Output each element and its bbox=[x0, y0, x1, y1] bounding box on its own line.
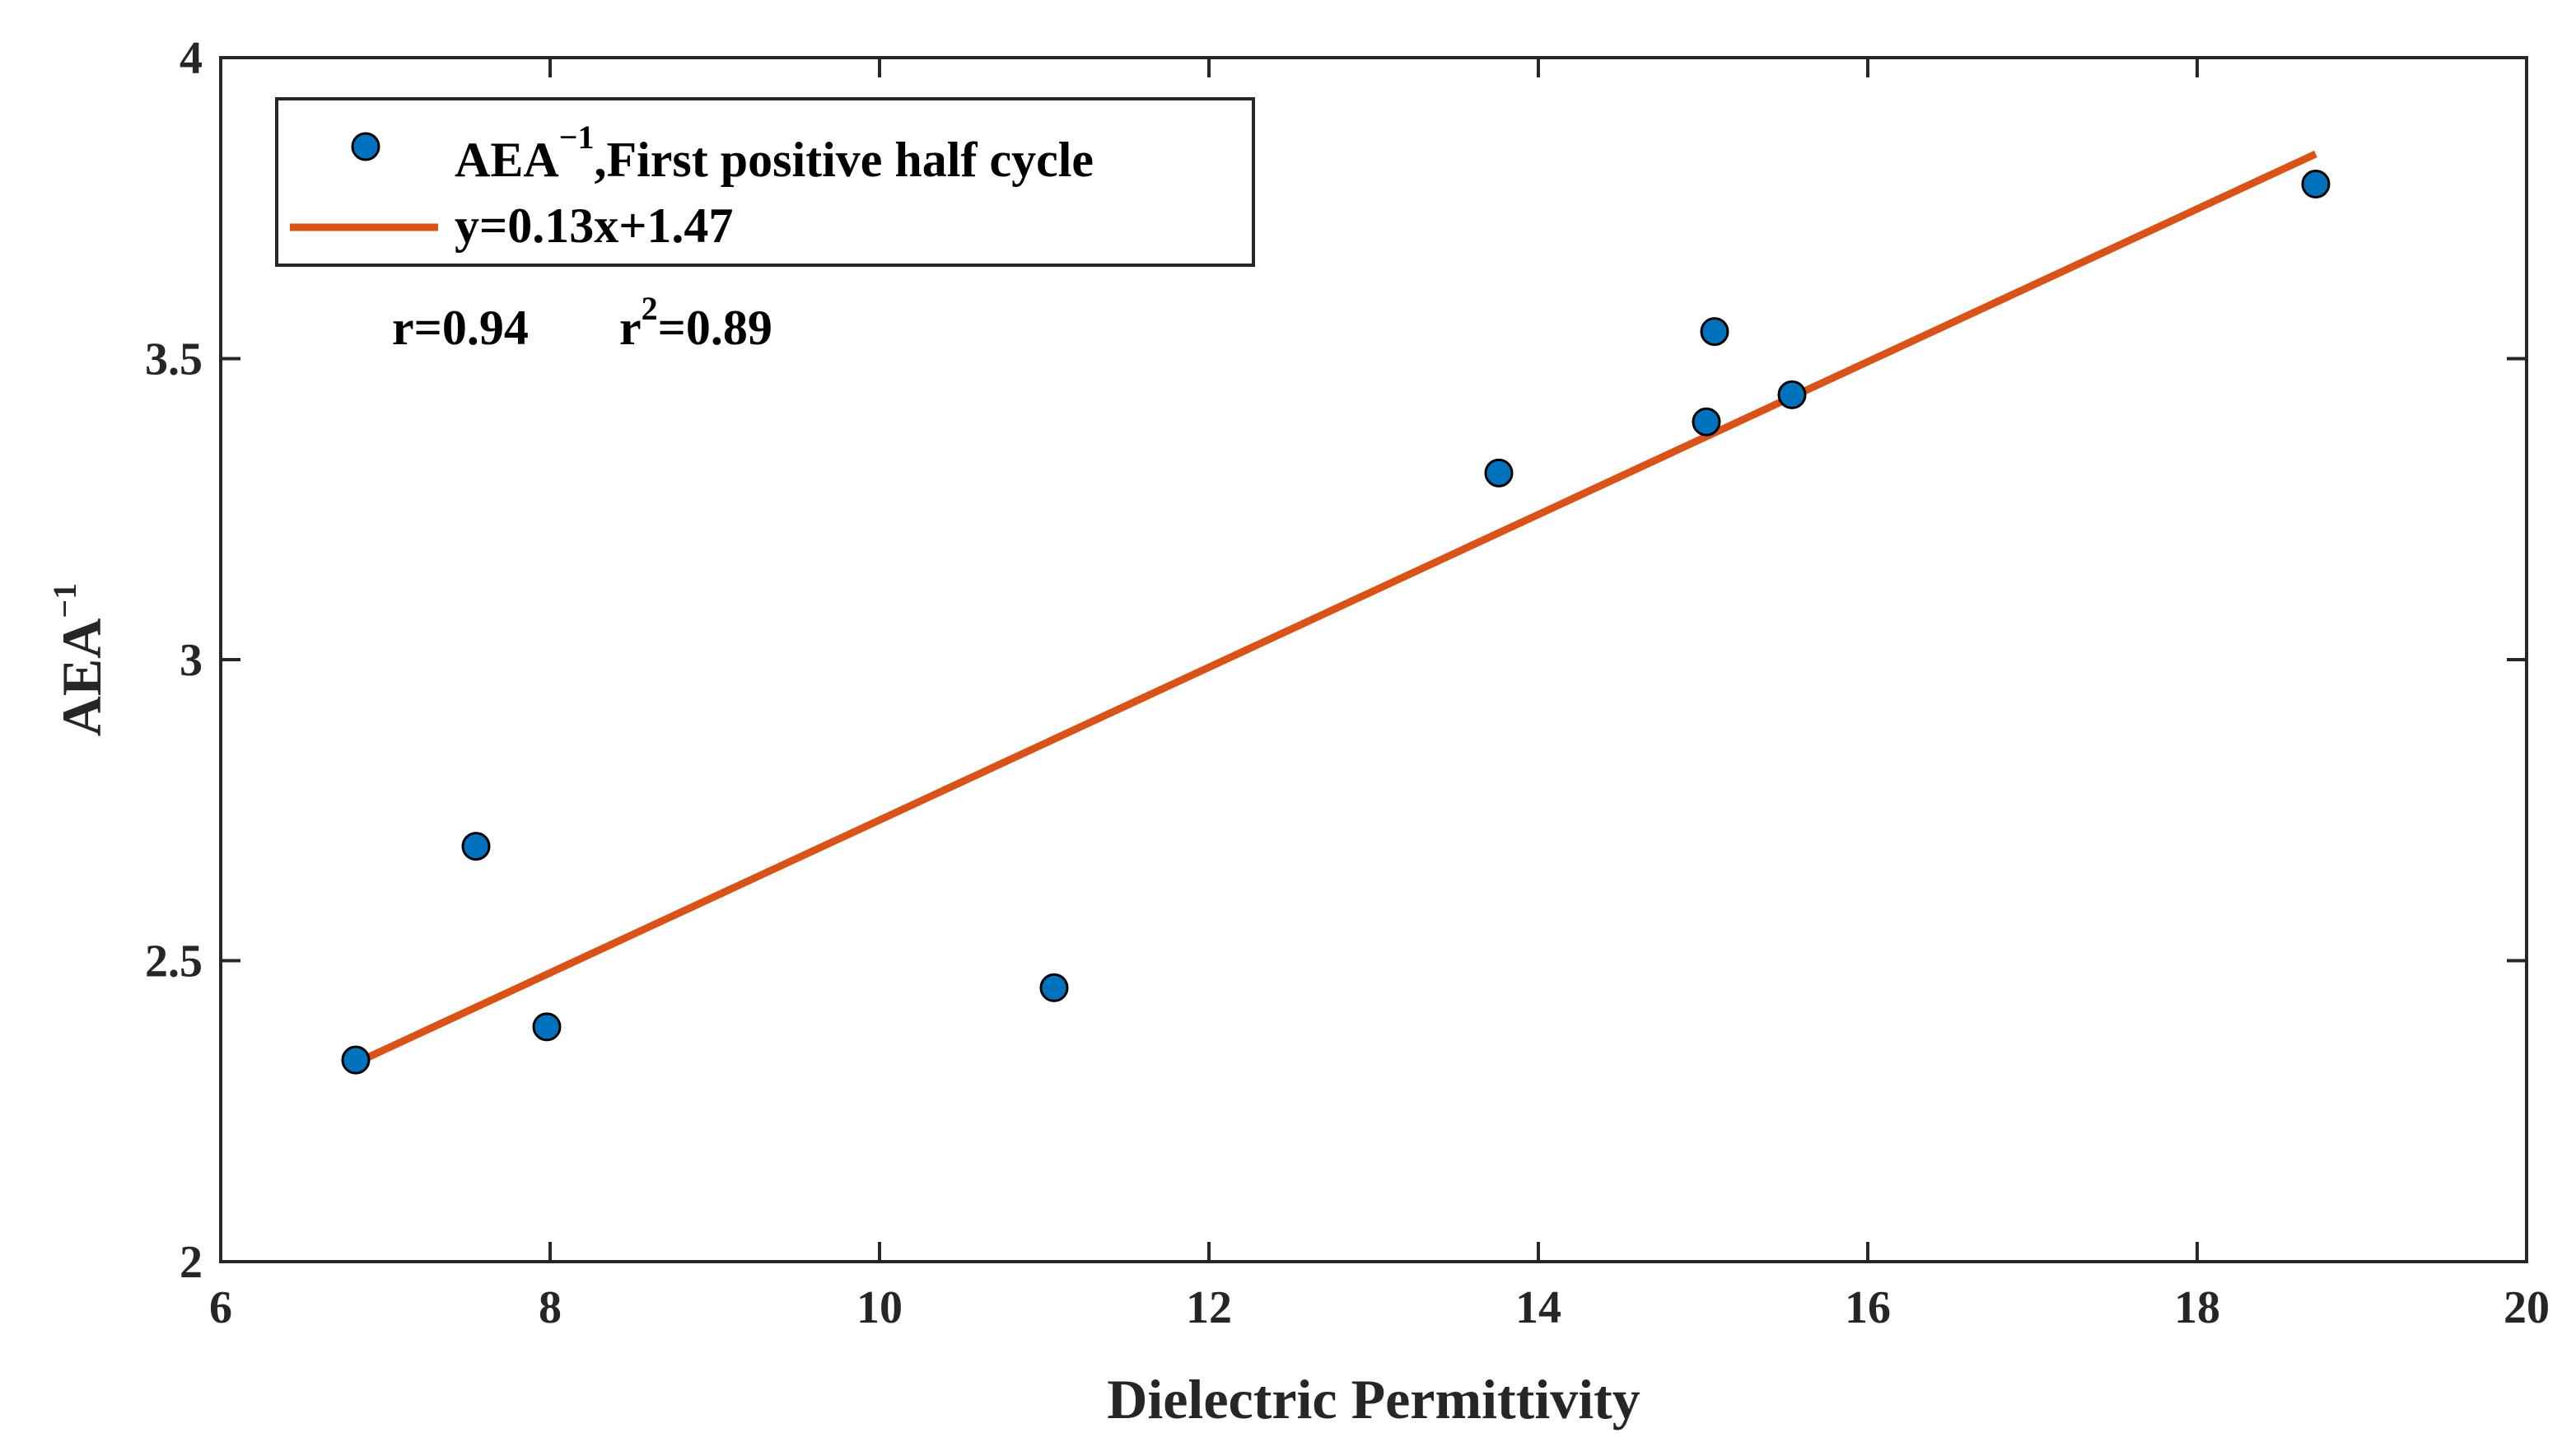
legend-marker-scatter bbox=[351, 132, 380, 161]
data-point-4 bbox=[1039, 973, 1069, 1002]
axis-tick-labels: 6 8 10 12 14 16 18 20 2 2.5 3 3.5 4 bbox=[145, 33, 2550, 1333]
legend-label-fit-line: y=0.13x+1.47 bbox=[455, 198, 733, 253]
data-point-9 bbox=[2301, 170, 2331, 199]
y-tick-label-2.5: 2.5 bbox=[145, 936, 203, 987]
series-layer bbox=[341, 150, 2331, 1075]
legend-label-scatter: AEA−1,First positive half cycle bbox=[455, 119, 1094, 187]
annotation-r-squared-rest: =0.89 bbox=[658, 301, 772, 355]
y-tick-label-2: 2 bbox=[180, 1237, 203, 1288]
y-axis-title-group: AEA−1 bbox=[46, 583, 113, 736]
legend-label-scatter-rest: ,First positive half cycle bbox=[594, 133, 1094, 187]
data-point-8 bbox=[1777, 380, 1807, 409]
data-point-5 bbox=[1484, 458, 1514, 488]
data-point-1 bbox=[341, 1045, 371, 1075]
fit-line bbox=[354, 150, 2317, 1066]
x-tick-label-6: 6 bbox=[209, 1282, 232, 1333]
x-tick-label-16: 16 bbox=[1845, 1282, 1891, 1333]
annotation-r-squared: r2=0.89 bbox=[619, 290, 772, 355]
y-axis-title-superscript: −1 bbox=[46, 583, 83, 618]
y-axis-title-base: AEA bbox=[50, 618, 113, 737]
legend-box bbox=[275, 97, 1255, 267]
x-tick-label-12: 12 bbox=[1186, 1282, 1232, 1333]
y-tick-label-3: 3 bbox=[180, 635, 203, 686]
data-point-6 bbox=[1692, 407, 1721, 436]
x-tick-label-8: 8 bbox=[539, 1282, 562, 1333]
data-point-3 bbox=[532, 1012, 562, 1042]
data-point-2 bbox=[461, 832, 491, 861]
x-tick-label-14: 14 bbox=[1515, 1282, 1561, 1333]
x-axis-title: Dielectric Permittivity bbox=[1107, 1368, 1640, 1430]
axis-ticks bbox=[219, 56, 2528, 1263]
x-tick-label-20: 20 bbox=[2504, 1282, 2550, 1333]
y-tick-label-3.5: 3.5 bbox=[145, 334, 203, 385]
legend-label-scatter-base: AEA bbox=[455, 133, 559, 187]
y-tick-label-4: 4 bbox=[180, 33, 203, 84]
x-tick-label-10: 10 bbox=[856, 1282, 903, 1333]
y-axis-title: AEA−1 bbox=[46, 583, 113, 736]
annotation-r: r=0.94 bbox=[392, 301, 529, 355]
legend-label-scatter-superscript: −1 bbox=[559, 119, 595, 156]
annotation-r-squared-superscript: 2 bbox=[642, 290, 658, 327]
data-point-7 bbox=[1700, 317, 1729, 347]
annotation-r-squared-base: r bbox=[619, 301, 642, 355]
x-tick-label-18: 18 bbox=[2174, 1282, 2220, 1333]
legend: AEA−1,First positive half cycle y=0.13x+… bbox=[275, 97, 1255, 267]
